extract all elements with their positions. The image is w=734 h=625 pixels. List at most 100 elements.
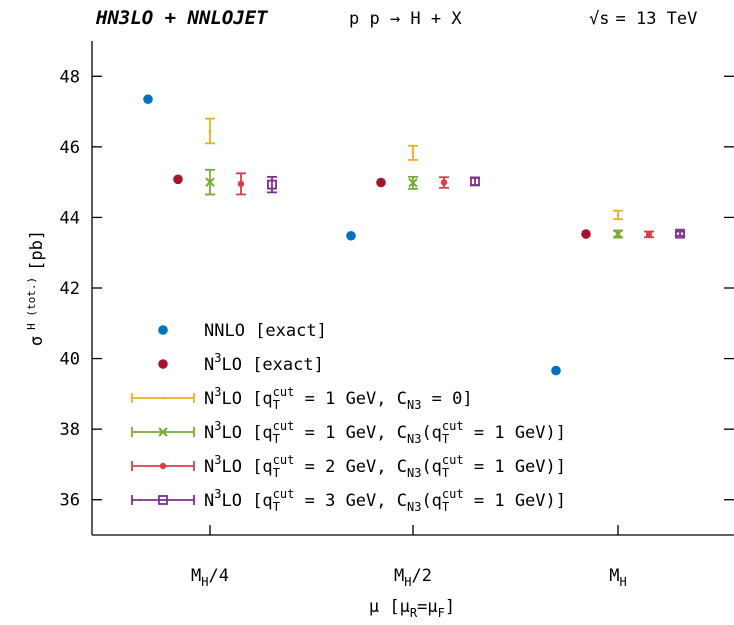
legend-text-pre: N	[204, 423, 214, 443]
legend-text-tail: (q	[421, 423, 441, 443]
legend-text-n3-sub: N3	[407, 500, 421, 514]
data-point	[439, 176, 449, 189]
data-point	[143, 94, 153, 105]
legend-text-cut2-sup: cut	[442, 453, 464, 467]
marker-circle	[346, 230, 356, 241]
x-tick-label-sub: H	[620, 575, 627, 589]
legend: NNLO [exact]N3LO [exact]N3LO [qcut T = 1 …	[131, 321, 566, 514]
legend-text-sup: 3	[214, 453, 221, 467]
data-point	[408, 144, 418, 161]
legend-text-cut-sup: cut	[273, 419, 295, 433]
legend-text-cut2-sup: cut	[442, 487, 464, 501]
header-process: p p → H + X	[349, 9, 462, 29]
y-tick-label: 36	[60, 491, 80, 511]
marker-cross	[158, 427, 168, 437]
data-point	[376, 177, 386, 188]
x-tick-label-m: M	[609, 566, 619, 586]
legend-text-tail: = 0]	[421, 389, 472, 409]
marker-circle	[158, 359, 168, 369]
x-tick-label-sub: H	[201, 575, 208, 589]
marker-circle	[645, 231, 653, 238]
y-axis-label: σ H (tot.) [pb]	[25, 230, 47, 346]
marker-cross	[613, 229, 623, 239]
data-point	[205, 168, 215, 196]
legend-entry: N3LO [qcut T = 1 GeV, CN3(qcut T = 1 GeV)]	[131, 419, 566, 446]
data-point	[613, 229, 623, 239]
legend-text-cut-sup: cut	[273, 385, 295, 399]
legend-text-post: LO [q	[221, 389, 272, 409]
legend-text-sup: 3	[214, 487, 221, 501]
legend-text-mid: = 3 GeV, C	[294, 491, 407, 511]
marker-square	[470, 176, 480, 187]
marker-circle	[158, 325, 168, 335]
legend-text-post: LO [exact]	[221, 355, 323, 375]
legend-text-cut2-sub: T	[442, 432, 449, 446]
data-point	[675, 228, 685, 239]
marker-square	[267, 179, 277, 190]
y-tick-label: 38	[60, 420, 80, 440]
marker-cross	[205, 177, 215, 187]
legend-text-cut-sub: T	[273, 432, 280, 446]
marker-square	[675, 228, 685, 239]
legend-label: N3LO [qcut T = 3 GeV, CN3(qcut T = 1 GeV)]	[204, 487, 566, 514]
legend-entry: NNLO [exact]	[158, 321, 327, 341]
data-point	[236, 172, 246, 196]
marker-cross	[408, 178, 418, 188]
x-tick-label: MH/2	[394, 566, 432, 589]
y-tick-label: 48	[60, 67, 80, 87]
y-tick-label: 44	[60, 208, 80, 228]
legend-label: NNLO [exact]	[204, 321, 327, 341]
x-tick-label-m: M	[191, 566, 201, 586]
legend-entry: N3LO [qcut T = 2 GeV, CN3(qcut T = 1 GeV)]	[131, 453, 566, 480]
data-point	[408, 175, 418, 190]
y-tick-label: 40	[60, 350, 80, 370]
legend-text-cut2-sub: T	[442, 466, 449, 480]
data-point	[581, 229, 591, 239]
legend-text-cut-sub: T	[273, 466, 280, 480]
x-axis-ticks: MH/4 MH/2 MH	[191, 525, 627, 589]
legend-text-cut2-sub: T	[442, 500, 449, 514]
y-tick-label: 46	[60, 138, 80, 158]
data-point	[644, 230, 654, 239]
legend-text-post: LO [q	[221, 423, 272, 443]
data-marks	[143, 94, 685, 376]
legend-label: N3LO [qcut T = 2 GeV, CN3(qcut T = 1 GeV)]	[204, 453, 566, 480]
legend-text-pre: N	[204, 457, 214, 477]
legend-text-mid: = 1 GeV, C	[294, 389, 407, 409]
legend-text-pre: NNLO [exact]	[204, 321, 327, 341]
x-axis-label-end: ]	[445, 597, 455, 617]
legend-entry: N3LO [qcut T = 1 GeV, CN3 = 0]	[131, 385, 473, 412]
data-point	[470, 176, 480, 187]
legend-text-cut2-sup: cut	[442, 419, 464, 433]
x-axis-label-mu: μ [μ	[369, 597, 410, 617]
marker-circle	[173, 174, 183, 185]
legend-text-cut-sup: cut	[273, 487, 295, 501]
legend-text-n3-sub: N3	[407, 398, 421, 412]
legend-text-mid: = 2 GeV, C	[294, 457, 407, 477]
legend-text-tail: (q	[421, 457, 441, 477]
y-axis-label-unit: [pb]	[27, 230, 47, 271]
legend-text-mid: = 1 GeV, C	[294, 423, 407, 443]
legend-label: N3LO [qcut T = 1 GeV, CN3 = 0]	[204, 385, 473, 412]
legend-text-pre: N	[204, 389, 214, 409]
x-axis-label-mid: =μ	[417, 597, 437, 617]
legend-text-tail2: = 1 GeV)]	[464, 491, 566, 511]
legend-text-pre: N	[204, 355, 214, 375]
legend-text-sup: 3	[214, 385, 221, 399]
legend-text-post: LO [q	[221, 457, 272, 477]
legend-text-n3-sub: N3	[407, 466, 421, 480]
x-tick-label: MH	[609, 566, 626, 589]
legend-entry: N3LO [qcut T = 3 GeV, CN3(qcut T = 1 GeV)]	[131, 487, 566, 514]
legend-text-pre: N	[204, 491, 214, 511]
data-point	[205, 117, 215, 145]
header-left-title: HN3LO + NNLOJET	[95, 7, 268, 29]
x-tick-label-rest: /2	[412, 566, 432, 586]
legend-entry: N3LO [exact]	[158, 351, 324, 375]
x-axis-label-sub-r: R	[410, 606, 418, 620]
marker-circle	[551, 365, 561, 376]
x-tick-label: MH/4	[191, 566, 229, 589]
legend-label: N3LO [qcut T = 1 GeV, CN3(qcut T = 1 GeV)]	[204, 419, 566, 446]
marker-circle	[440, 179, 448, 186]
x-tick-label-rest: /4	[209, 566, 229, 586]
marker-circle	[159, 462, 167, 470]
